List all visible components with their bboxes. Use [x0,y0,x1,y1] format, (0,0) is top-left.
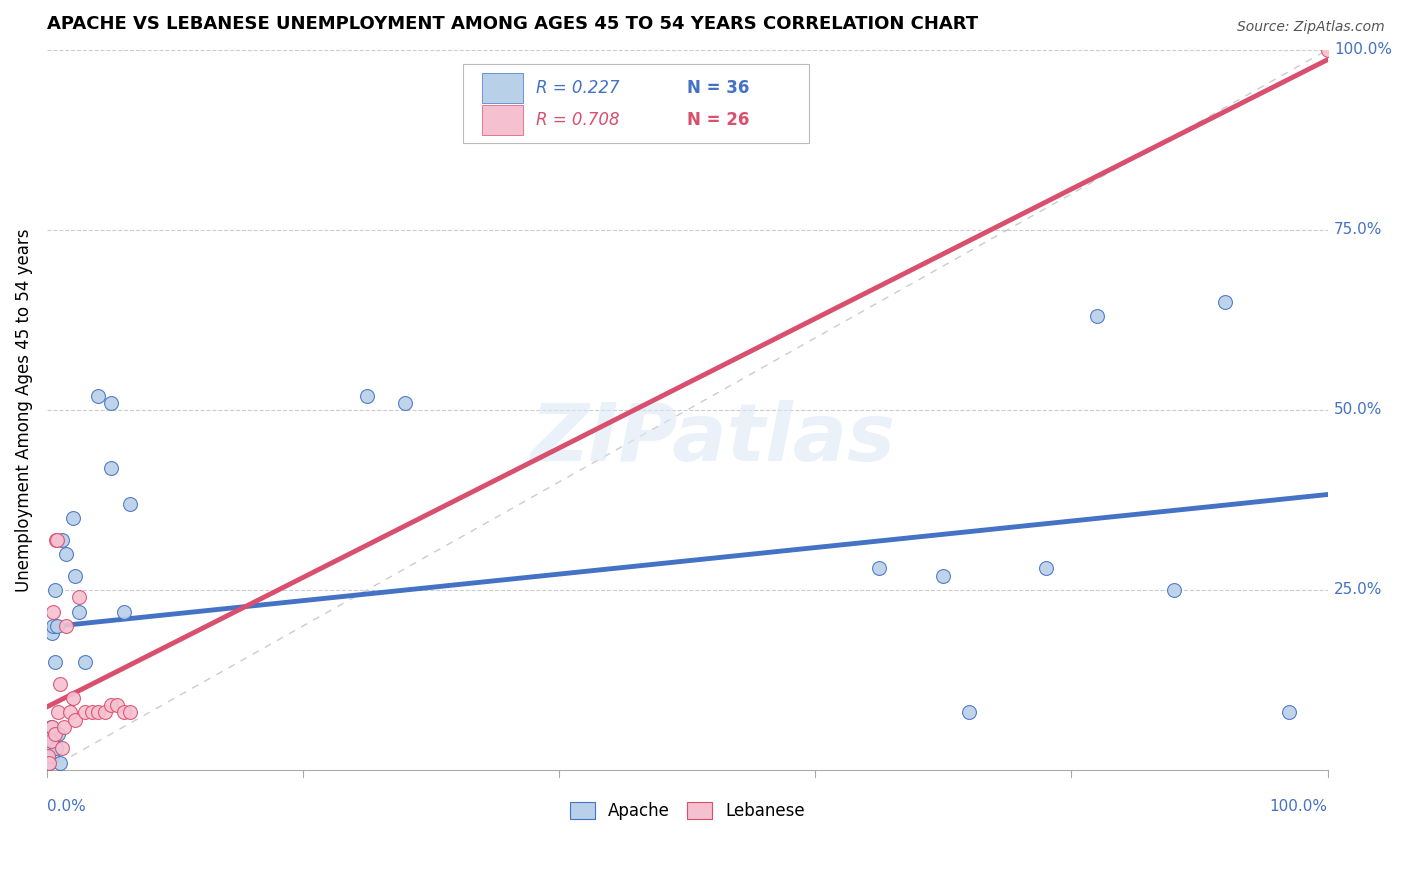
Point [75,655,97,669]
Point [1085,310,1108,324]
Point [48,727,70,741]
Point [100,698,122,713]
Point [63,568,86,582]
Point [46,619,69,633]
Text: ZIPatlas: ZIPatlas [530,400,896,478]
Point [46,533,69,547]
Point [48,706,70,720]
Point [44,655,66,669]
Point [42,619,65,633]
Point [394,395,416,409]
Point [1163,582,1185,597]
Point [39,720,62,734]
Point [957,706,980,720]
Point [39,734,62,748]
FancyBboxPatch shape [463,64,808,144]
Point [48,676,70,690]
Text: N = 26: N = 26 [688,111,749,128]
Point [100,395,122,409]
Point [42,605,65,619]
Point [37,748,59,763]
Point [38,727,60,741]
Point [51,533,73,547]
FancyBboxPatch shape [482,73,523,103]
Point [62,511,84,525]
Point [38,756,60,770]
Point [120,497,142,511]
Text: APACHE VS LEBANESE UNEMPLOYMENT AMONG AGES 45 TO 54 YEARS CORRELATION CHART: APACHE VS LEBANESE UNEMPLOYMENT AMONG AG… [46,15,979,33]
Text: 0.0%: 0.0% [46,799,86,814]
Legend: Apache, Lebanese: Apache, Lebanese [564,795,811,827]
Point [80,706,103,720]
Point [67,605,90,619]
Point [67,590,90,604]
Point [87,706,110,720]
Text: 100.0%: 100.0% [1334,42,1392,57]
Point [93,706,115,720]
Text: 100.0%: 100.0% [1270,799,1327,814]
Point [1278,706,1301,720]
Point [1035,561,1057,575]
Point [112,605,135,619]
Point [75,706,97,720]
Point [63,713,86,727]
Point [48,756,70,770]
Point [105,698,128,713]
Point [44,582,66,597]
Point [37,748,59,763]
Point [42,734,65,748]
Point [41,748,63,763]
Text: N = 36: N = 36 [688,79,749,97]
Text: R = 0.227: R = 0.227 [536,79,620,97]
Point [1316,43,1339,57]
Point [868,561,890,575]
Point [356,388,378,402]
Point [51,741,73,756]
Point [38,756,60,770]
Point [55,619,77,633]
Point [1213,294,1236,309]
Point [100,460,122,475]
Text: R = 0.708: R = 0.708 [536,111,620,128]
FancyBboxPatch shape [482,104,523,135]
Point [41,626,63,640]
Point [120,706,142,720]
Point [44,727,66,741]
Point [45,533,67,547]
Text: 75.0%: 75.0% [1334,222,1382,237]
Point [932,568,955,582]
Text: 50.0%: 50.0% [1334,402,1382,417]
Point [62,690,84,705]
Point [59,706,82,720]
Text: Source: ZipAtlas.com: Source: ZipAtlas.com [1237,20,1385,34]
Point [41,720,63,734]
Point [55,547,77,561]
Point [39,741,62,756]
Point [52,720,75,734]
Text: 25.0%: 25.0% [1334,582,1382,598]
Y-axis label: Unemployment Among Ages 45 to 54 years: Unemployment Among Ages 45 to 54 years [15,228,32,591]
Point [87,388,110,402]
Point [45,741,67,756]
Point [112,706,135,720]
